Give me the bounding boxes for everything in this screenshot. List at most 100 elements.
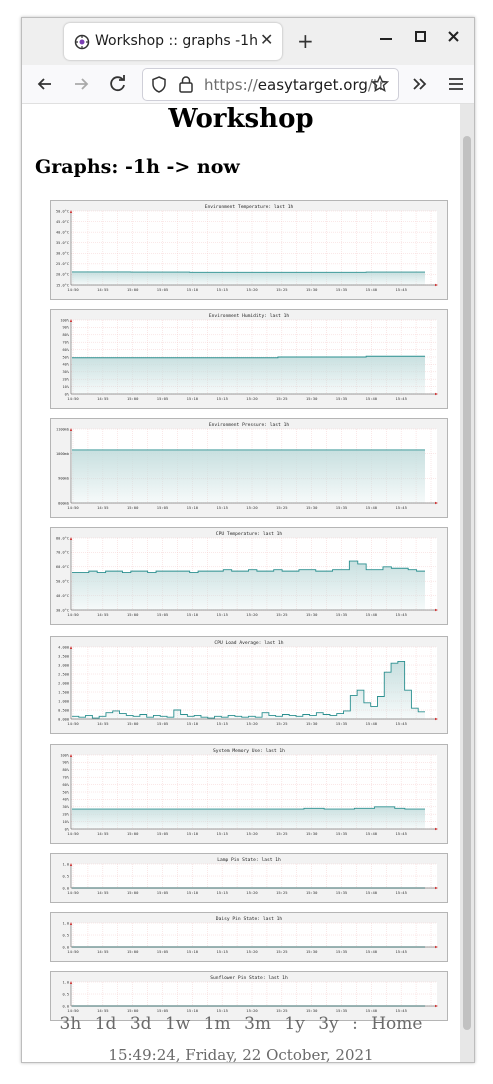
range-link-3d[interactable]: 3d: [129, 1014, 152, 1034]
scrollbar-thumb[interactable]: [463, 136, 471, 1030]
browser-window: Workshop :: graphs -1h ✕ + https://easyt…: [21, 17, 475, 1063]
x-tick-label: 14:50: [67, 396, 79, 401]
y-tick-label: 1.0: [63, 980, 70, 984]
x-tick-label: 15:40: [366, 831, 378, 836]
url-text[interactable]: https://easytarget.org/tr: [204, 76, 385, 94]
x-tick-label: 15:10: [187, 890, 199, 895]
y-tick-label: 0.000: [58, 717, 69, 721]
address-bar[interactable]: https://easytarget.org/tr: [142, 68, 399, 101]
y-tick-label: 20%: [63, 378, 70, 382]
x-tick-label: 15:20: [246, 287, 258, 292]
chart-lamp-pin-state: Lamp Pin State: last 1h 14:50 14:55 15:00 15…: [50, 853, 448, 903]
x-tick-label: 15:20: [246, 396, 258, 401]
lock-icon[interactable]: [178, 75, 194, 93]
minimize-icon[interactable]: [380, 37, 392, 41]
x-tick-label: 15:40: [366, 890, 378, 895]
y-tick-label: 60%: [63, 348, 70, 352]
x-tick-label: 15:35: [336, 396, 347, 401]
y-tick-label: 40.0°C: [56, 230, 69, 234]
x-tick-label: 15:30: [306, 831, 318, 836]
x-tick-label: 15:00: [127, 949, 139, 954]
y-tick-label: 50%: [63, 355, 70, 359]
x-tick-label: 15:00: [127, 721, 139, 726]
y-tick-label: 30%: [63, 370, 70, 374]
series-line: [72, 560, 425, 574]
home-link[interactable]: Home: [371, 1014, 423, 1034]
x-tick-label: 14:55: [97, 721, 108, 726]
x-tick-label: 15:40: [366, 721, 378, 726]
y-tick-label: 80.0°C: [56, 536, 69, 540]
series-area: [72, 661, 425, 719]
shield-icon[interactable]: [151, 76, 167, 93]
y-tick-label: 35.0°C: [56, 241, 69, 245]
x-tick-label: 15:20: [246, 612, 258, 617]
x-tick-label: 15:30: [306, 505, 318, 510]
overflow-chevron-icon[interactable]: [407, 71, 433, 97]
x-tick-label: 15:15: [216, 396, 227, 401]
x-tick-label: 15:10: [187, 721, 199, 726]
chart-environment-temperature: Environment Temperature: last 1h 14:50 14:…: [50, 200, 448, 300]
x-tick-label: 14:50: [67, 831, 79, 836]
y-tick-label: 70.0°C: [56, 551, 69, 555]
chart-environment-humidity: Environment Humidity: last 1h 14:50 14:55 1…: [50, 309, 448, 409]
range-links: 3h 1d 3d 1w 1m 3m 1y 3y : Home: [22, 1014, 460, 1034]
x-tick-label: 15:05: [157, 949, 168, 954]
y-tick-label: 20.0°C: [56, 273, 69, 277]
range-link-1w[interactable]: 1w: [164, 1014, 191, 1034]
x-tick-label: 15:30: [306, 890, 318, 895]
x-tick-label: 15:35: [336, 721, 347, 726]
range-link-3y[interactable]: 3y: [318, 1014, 339, 1034]
x-tick-label: 15:45: [395, 721, 406, 726]
x-tick-label: 15:45: [395, 890, 406, 895]
range-link-3h[interactable]: 3h: [59, 1014, 82, 1034]
range-link-1d[interactable]: 1d: [94, 1014, 117, 1034]
x-tick-label: 15:25: [276, 396, 287, 401]
x-tick-label: 15:30: [306, 612, 318, 617]
close-window-icon[interactable]: [448, 31, 459, 42]
browser-tab[interactable]: Workshop :: graphs -1h ✕: [64, 23, 282, 60]
x-tick-label: 15:20: [246, 1008, 258, 1013]
x-tick-label: 15:05: [157, 890, 168, 895]
y-tick-label: 90%: [63, 761, 70, 765]
x-tick-label: 15:00: [127, 612, 139, 617]
y-tick-label: 90%: [63, 326, 70, 330]
x-tick-label: 15:05: [157, 612, 168, 617]
back-arrow-icon[interactable]: [32, 71, 58, 97]
x-tick-label: 15:45: [395, 287, 406, 292]
bookmark-star-icon[interactable]: [371, 75, 389, 93]
y-tick-label: 800mb: [58, 501, 69, 505]
close-tab-icon[interactable]: ✕: [260, 30, 274, 49]
x-tick-label: 14:55: [97, 396, 108, 401]
x-tick-label: 15:35: [336, 890, 347, 895]
x-tick-label: 15:30: [306, 949, 318, 954]
y-tick-label: 80%: [63, 768, 70, 772]
x-tick-label: 15:00: [127, 505, 139, 510]
maximize-icon[interactable]: [415, 31, 426, 42]
x-tick-label: 15:25: [276, 612, 287, 617]
new-tab-icon[interactable]: +: [297, 29, 314, 53]
y-tick-label: 15.0°C: [56, 283, 69, 287]
forward-arrow-icon[interactable]: [68, 71, 94, 97]
x-tick-label: 15:35: [336, 1008, 347, 1013]
series-line: [72, 355, 425, 359]
range-link-1m[interactable]: 1m: [203, 1014, 231, 1034]
reload-icon[interactable]: [105, 71, 131, 97]
range-link-3m[interactable]: 3m: [244, 1014, 271, 1034]
y-tick-label: 40%: [63, 363, 70, 367]
x-tick-label: 14:55: [97, 612, 108, 617]
range-separator: :: [352, 1014, 358, 1034]
vertical-scrollbar[interactable]: [460, 104, 474, 1062]
x-tick-label: 15:40: [366, 612, 378, 617]
chart-title: Daisy Pin State: last 1h: [216, 916, 283, 922]
x-tick-label: 15:10: [187, 949, 199, 954]
x-tick-label: 15:15: [216, 890, 227, 895]
hamburger-menu-icon[interactable]: [443, 71, 469, 97]
x-tick-label: 15:30: [306, 1008, 318, 1013]
range-link-1y[interactable]: 1y: [284, 1014, 305, 1034]
x-tick-label: 15:25: [276, 721, 287, 726]
site-favicon-icon: [74, 34, 90, 50]
x-tick-label: 15:25: [276, 505, 287, 510]
chart-system-memory-use: System Memory Use: last 1h 14:50 14:55 15:0…: [50, 744, 448, 844]
x-tick-label: 15:40: [366, 949, 378, 954]
x-tick-label: 15:40: [366, 1008, 378, 1013]
